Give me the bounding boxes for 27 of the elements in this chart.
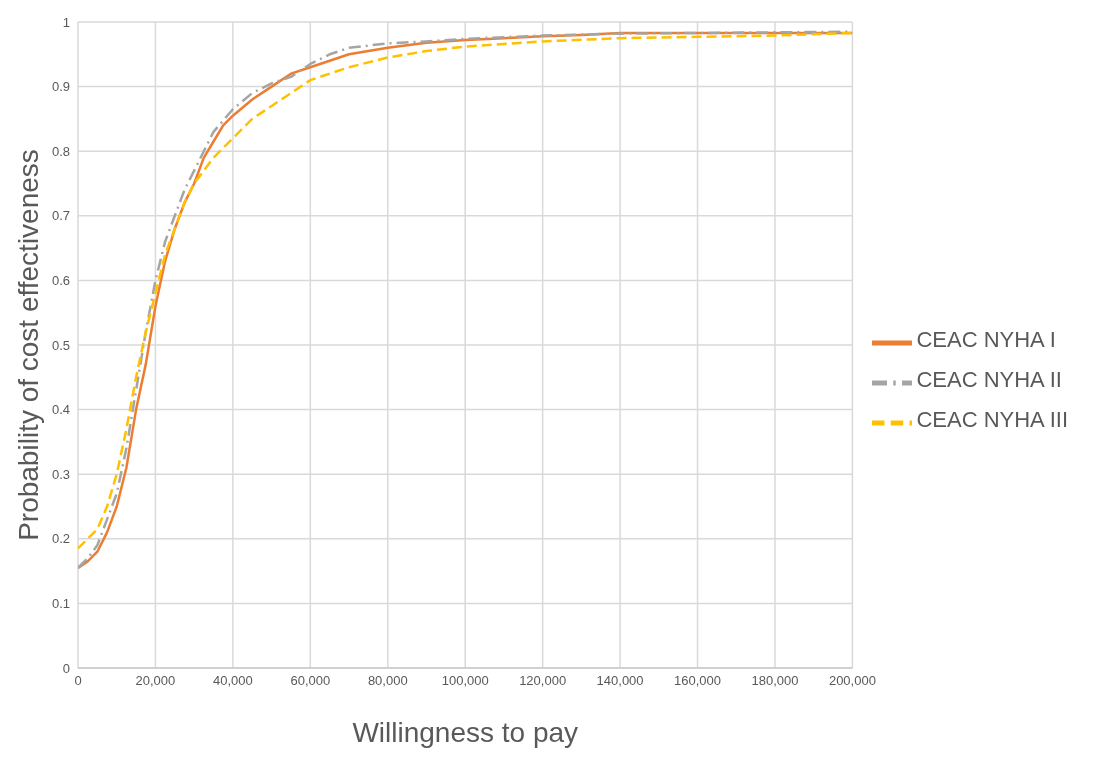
x-tick-label: 120,000 [519,673,567,689]
y-tick-label: 0.9 [51,79,70,95]
y-tick-label: 1 [62,14,70,30]
y-tick-label: 0.5 [51,337,70,353]
y-tick-label: 0 [62,660,70,676]
x-axis-title: Willingness to pay [352,716,579,748]
y-tick-label: 0.3 [51,466,70,482]
y-tick-label: 0.6 [51,273,70,289]
x-tick-label: 180,000 [751,673,799,689]
y-axis-title: Probability of cost effectiveness [12,149,44,541]
x-tick-label: 200,000 [828,673,876,689]
y-tick-label: 0.1 [51,596,70,612]
x-tick-label: 40,000 [213,673,253,689]
y-tick-label: 0.4 [51,402,70,418]
x-tick-label: 140,000 [596,673,644,689]
x-tick-label: 60,000 [290,673,331,689]
legend-label: CEAC NYHA I [916,327,1056,353]
x-tick-label: 20,000 [135,673,176,689]
y-tick-label: 0.2 [51,531,70,547]
x-tick-label: 160,000 [674,673,722,689]
legend-label: CEAC NYHA II [916,367,1062,393]
y-tick-label: 0.8 [51,143,70,159]
x-tick-label: 100,000 [441,673,489,689]
y-tick-label: 0.7 [51,208,70,224]
x-tick-label: 80,000 [367,673,408,689]
legend-label: CEAC NYHA III [916,407,1068,433]
x-tick-label: 0 [74,673,82,689]
